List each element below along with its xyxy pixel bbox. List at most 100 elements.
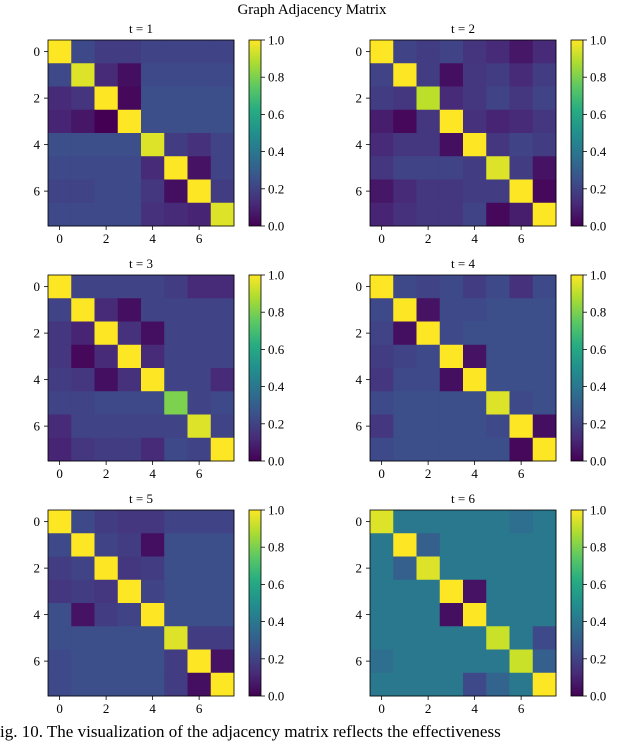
heatmap-cell [463,86,487,111]
colorbar-tick-label: 1.0 [268,33,284,48]
heatmap-cell [509,40,534,64]
heatmap-cell [187,63,212,87]
heatmap-cell [463,202,487,227]
heatmap-cell [486,414,510,439]
heatmap-cell [416,414,441,439]
heatmap-cell [141,133,165,157]
heatmap-cell [71,414,95,439]
heatmap-cell [416,344,441,369]
heatmap-cell [117,86,142,111]
colorbar-tick-label: 0.8 [590,70,606,85]
heatmap-cell [141,40,165,64]
plot-frame [47,39,235,227]
heatmap-cell [164,63,188,87]
colorbar-tick-label: 0.2 [268,416,284,431]
heatmap-panel-5: t = 6 0 2 4 6 0 2 4 6 0.0 0.2 0.4 0.6 0.8 1.0 [356,491,607,716]
heatmap-cell [439,156,464,180]
y-tick-label: 2 [34,561,41,576]
heatmap-cell [187,626,212,650]
heatmap-cell [94,40,119,64]
heatmap-cell [439,63,464,87]
heatmap-cell [486,368,510,392]
colorbar-tick-label: 0.2 [590,416,606,431]
heatmap-cell [509,603,534,627]
heatmap-cell [117,649,142,674]
heatmap-cell [94,156,119,180]
heatmap-cell [94,649,119,674]
heatmap-cell [393,649,417,674]
heatmap-cell [141,579,165,604]
heatmap-cell [393,202,417,227]
heatmap-cell [117,437,142,462]
y-tick-label: 4 [356,607,363,622]
heatmap-cell [370,391,394,415]
heatmap-cell [370,556,394,581]
x-tick-label: 0 [56,701,63,716]
heatmap-cell [48,275,72,299]
heatmap-cell [141,298,165,322]
heatmap-cell [416,40,441,64]
colorbar [248,509,262,697]
colorbar-tick-label: 0.0 [268,689,284,704]
heatmap-cell [94,179,119,204]
heatmap-cell [210,109,235,134]
x-tick-label: 0 [56,231,63,246]
heatmap-cell [71,86,95,111]
heatmap-cell [48,344,72,369]
heatmap-cell [393,321,417,346]
heatmap-cell [94,391,119,415]
y-tick-label: 4 [34,607,41,622]
heatmap-cell [509,179,534,204]
plot-frame [47,509,235,697]
colorbar-tick-label: 0.0 [268,454,284,469]
heatmap-cell [439,510,464,534]
heatmap-cell [71,672,95,697]
heatmap-cell [393,63,417,87]
colorbar [248,274,262,462]
heatmap-cell [141,63,165,87]
heatmap-cell [187,368,212,392]
heatmap-cell [439,133,464,157]
heatmap-cell [210,321,235,346]
heatmap-cell [439,109,464,134]
heatmap-cell [463,533,487,557]
heatmap-cell [509,626,534,650]
colorbar-tick-label: 1.0 [268,268,284,283]
heatmap-cell [48,391,72,415]
heatmap-cell [416,298,441,322]
heatmap-cell [164,414,188,439]
heatmap-cell [393,672,417,697]
heatmap-cell [187,414,212,439]
heatmap-cell [48,63,72,87]
heatmap-cell [370,603,394,627]
heatmap-cell [117,579,142,604]
figure-caption: ig. 10. The visualization of the adjacen… [0,722,501,741]
heatmap-cell [71,533,95,557]
x-tick-label: 2 [103,701,110,716]
y-tick-label: 0 [34,44,41,59]
heatmap-cell [164,133,188,157]
heatmap-cell [48,321,72,346]
heatmap-cell [416,533,441,557]
heatmap-cell [117,391,142,415]
heatmap-cell [509,437,534,462]
heatmap-cell [439,391,464,415]
heatmap-cell [164,603,188,627]
y-tick-label: 6 [34,184,41,199]
heatmap-cell [210,40,235,64]
heatmap-cell [187,556,212,581]
y-tick-label: 2 [34,326,41,341]
colorbar-tick-label: 1.0 [590,268,606,283]
heatmap-cell [463,133,487,157]
heatmap-cell [532,275,557,299]
heatmap-cell [439,626,464,650]
heatmap-cell [164,510,188,534]
y-tick-label: 2 [34,91,41,106]
y-tick-label: 6 [356,184,363,199]
y-tick-label: 0 [356,514,363,529]
heatmap-cell [141,510,165,534]
y-tick-label: 0 [356,279,363,294]
heatmap-cell [532,202,557,227]
heatmap-cell [48,533,72,557]
heatmap-cell [393,510,417,534]
